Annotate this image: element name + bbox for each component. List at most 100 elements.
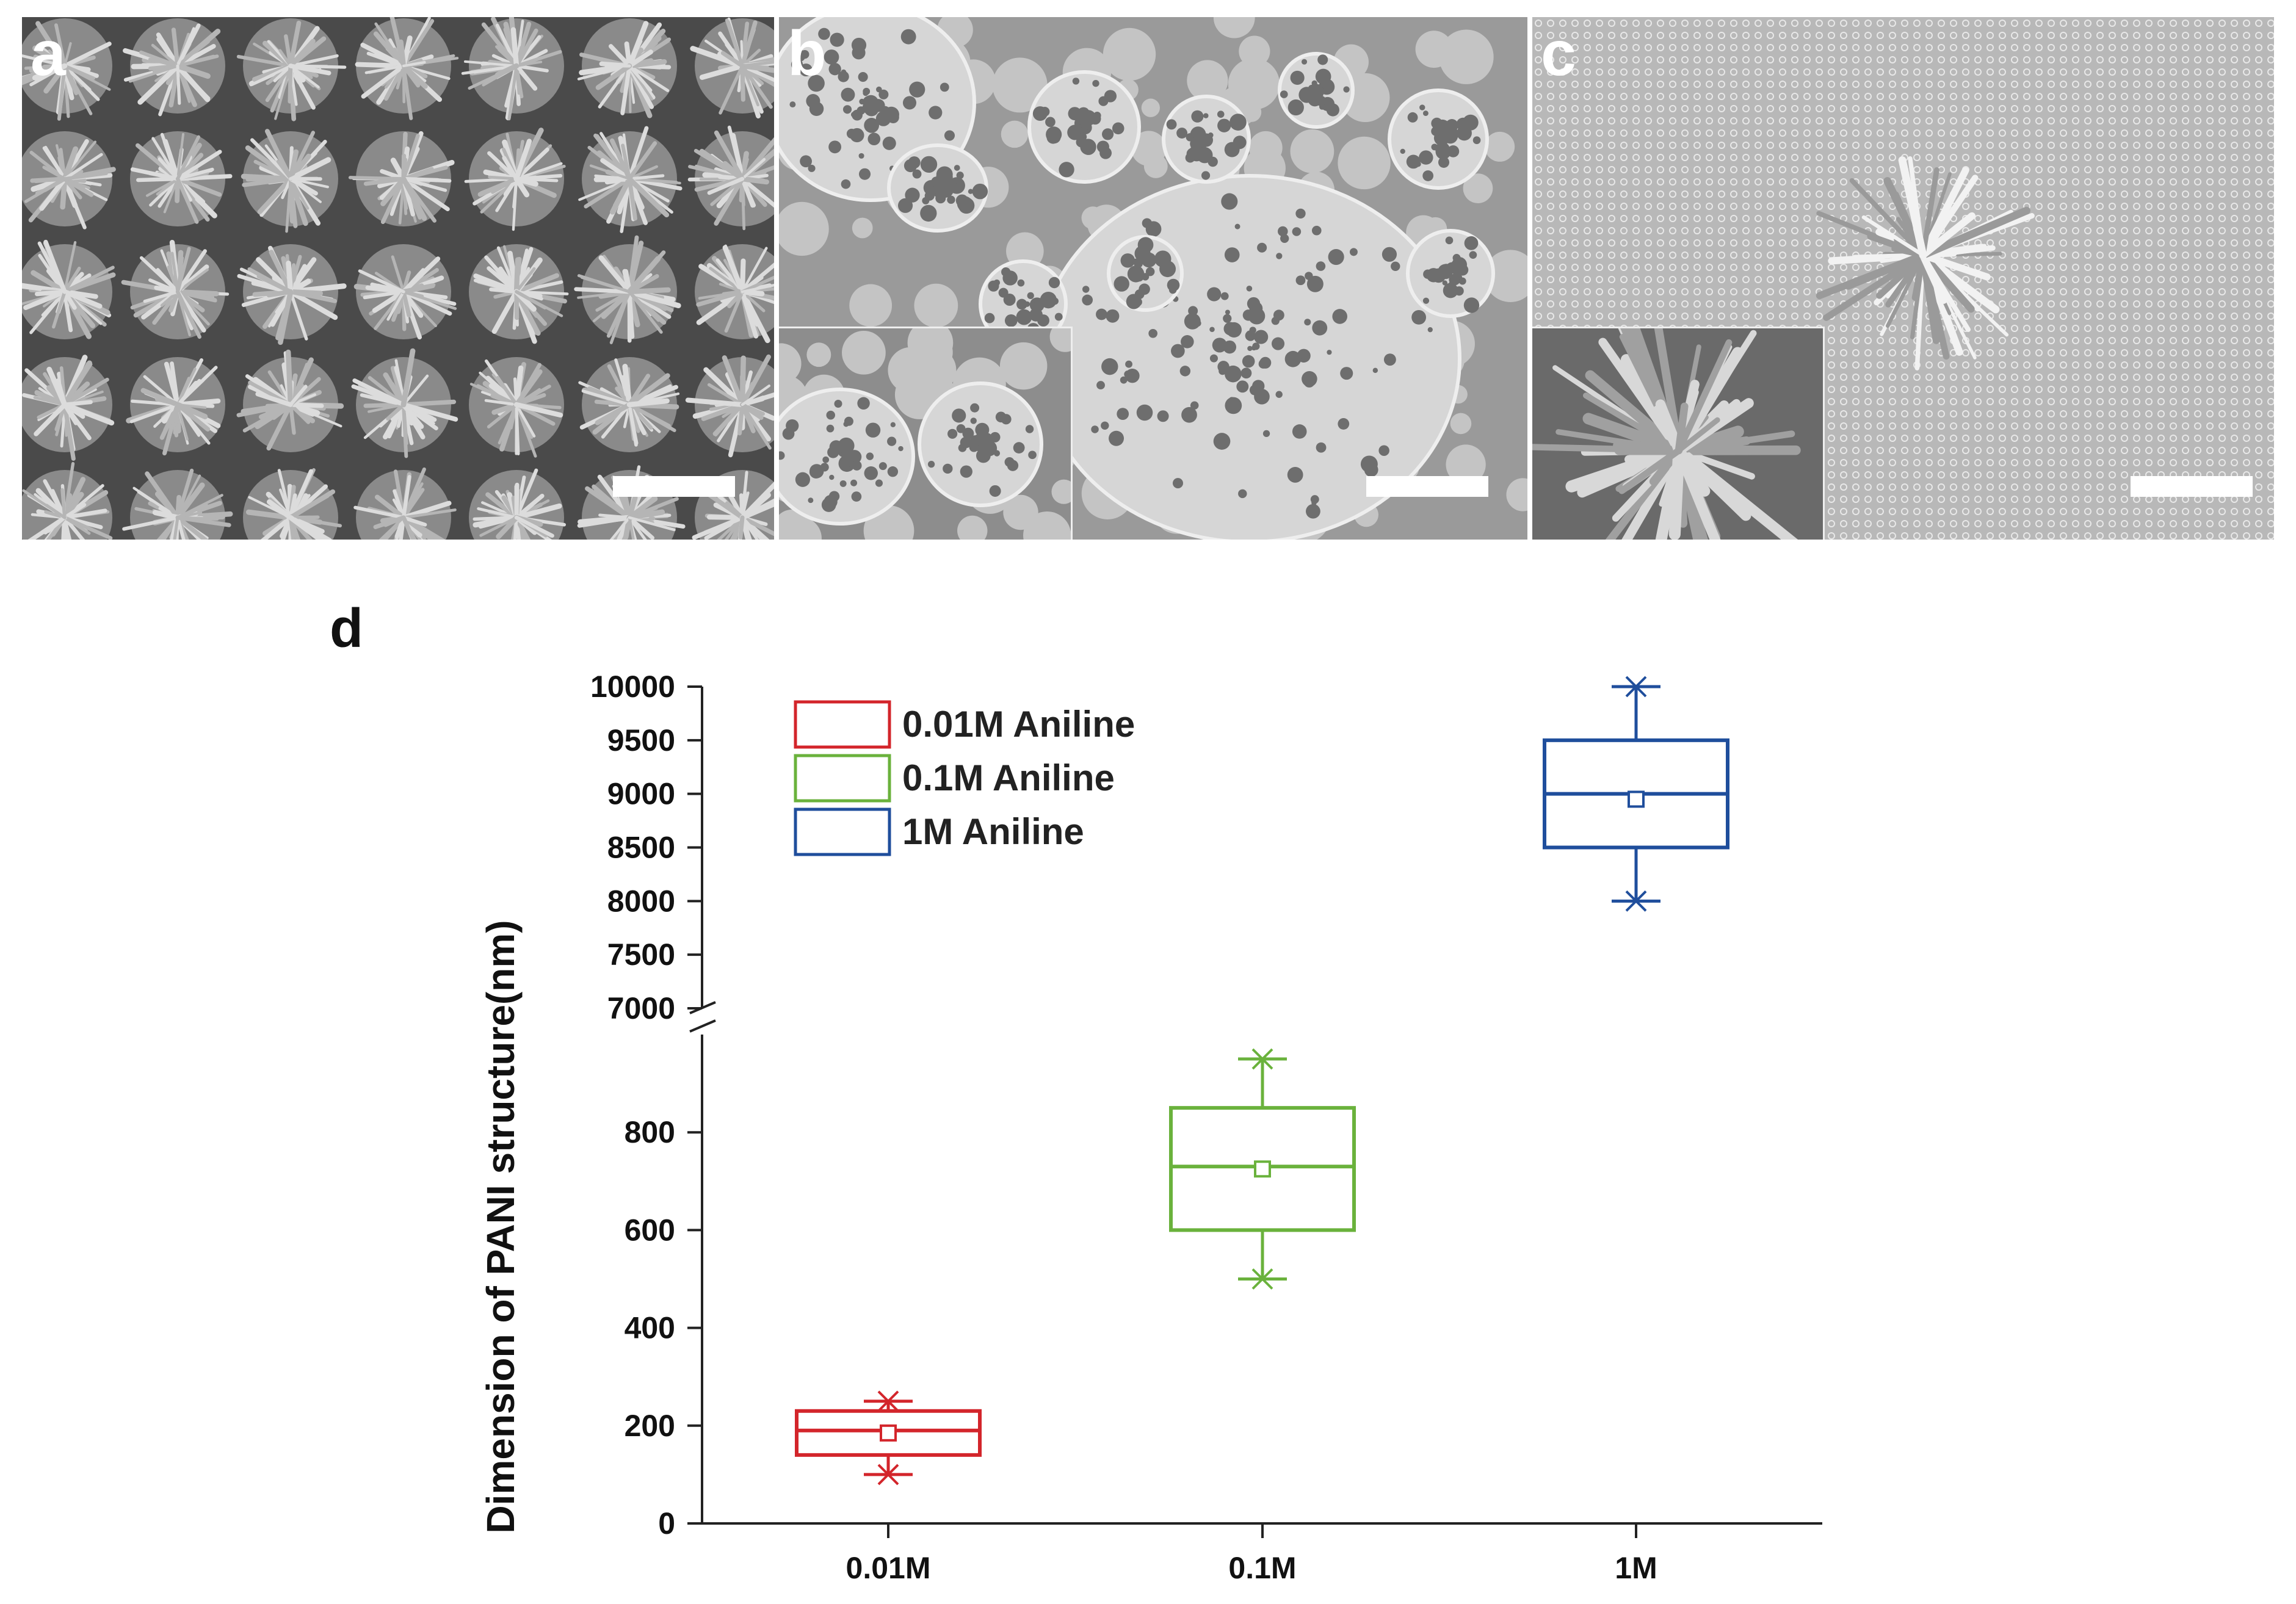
y-lower-tick-label: 400 [625,1311,675,1345]
sem-image-a [22,17,774,540]
aggregate-particle [1406,229,1495,318]
panel-label-a: a [31,18,66,89]
flower-cluster [687,125,774,231]
y-lower-tick-label: 200 [625,1409,675,1443]
flower-cluster [355,17,459,120]
sem-image-panel-c: c [1532,17,2274,540]
legend-label-2: 1M Aniline [902,811,1084,852]
flower-cluster [126,357,225,456]
legend-label-0: 0.01M Aniline [902,704,1135,745]
scale-bar-c [2131,476,2253,497]
y-upper-tick-label: 7500 [607,937,675,972]
flower-cluster [130,131,233,226]
aggregate-particle [1388,89,1489,190]
inset-image-b [779,327,1073,540]
large-flower [1816,156,2035,370]
box-chart: d 7000 7500 8000 8500 9000 9500 10000 0 200 400 6… [330,598,1822,1585]
chart-axes [689,687,1822,1525]
axis-break-marker [689,1001,716,1033]
aggregate-particle [1107,235,1184,312]
y-upper-tick-label: 8000 [607,884,675,918]
y-upper-tick-label: 10000 [590,670,675,704]
sem-image-panel-a: a [22,17,774,540]
aggregate-particle [1162,95,1251,184]
y-upper-tick-label: 7000 [607,991,675,1025]
flower-cluster [685,354,774,458]
x-tick-label: 0.1M [1228,1551,1296,1585]
mean-marker [1254,1160,1271,1178]
y-lower-tick-label: 600 [625,1213,675,1247]
y-upper-tick-label: 9500 [607,723,675,757]
aggregate-particle [1278,52,1355,129]
flower-cluster [578,126,683,233]
flower-cluster [22,131,116,229]
sem-image-panel-b: b [779,17,1527,540]
flower-cluster [574,235,681,344]
legend-swatch-1 [794,754,891,803]
y-lower-tick-label: 800 [625,1115,675,1149]
flower-cluster [353,467,457,540]
sem-image-b [779,17,1527,540]
flower-cluster [690,17,774,119]
flower-cluster [695,244,774,344]
legend-swatch-0 [794,700,891,749]
sem-image-c [1535,20,2274,540]
box-0.1M [1169,1048,1356,1290]
outlier-x-marker [1251,1268,1273,1290]
panel-label-c: c [1541,18,1576,89]
box-series [795,676,1729,1486]
outlier-x-marker [1625,676,1647,698]
flower-cluster [351,348,458,458]
x-tick-label: 0.01M [846,1551,931,1585]
flower-cluster [461,17,564,121]
mean-marker [1628,790,1645,808]
aggregate-particle [918,381,1043,507]
flower-cluster [469,357,564,458]
flower-cluster [243,468,342,540]
flower-cluster [22,355,115,461]
box-1M [1543,676,1729,912]
flower-cluster [692,470,774,540]
scale-bar-a [613,476,735,497]
flower-cluster [123,18,225,117]
y-ticks-lower: 0 200 400 600 800 [625,1115,702,1541]
flower-cluster [121,239,230,339]
flower-cluster [577,18,677,118]
outlier-x-marker [1251,1048,1273,1070]
flower-cluster [469,468,567,540]
y-upper-tick-label: 9000 [607,777,675,811]
y-ticks-upper: 7000 7500 8000 8500 9000 9500 10000 [590,670,702,1025]
mean-marker [880,1424,897,1442]
flower-cluster [22,461,113,540]
flower-cluster [464,128,566,231]
aggregate-particle [887,143,988,233]
inset-image-c [1532,327,1825,540]
flower-cluster [578,357,680,452]
flower-cluster [236,349,344,452]
flower-cluster [241,129,338,233]
y-lower-tick-label: 0 [658,1506,675,1541]
outlier-x-marker [877,1390,899,1412]
x-ticks: 0.01M 0.1M 1M [846,1523,1657,1585]
legend-swatch-2 [794,807,891,856]
flower-cluster [353,244,457,340]
panel-label-b: b [788,18,827,89]
flower-cluster [22,239,116,339]
panel-label-d: d [330,598,363,659]
iqr-box [1169,1106,1356,1232]
flower-cluster [236,18,347,121]
iqr-box [795,1409,982,1457]
scale-bar-b [1366,476,1488,497]
flower-cluster [237,244,347,345]
aggregate-particle [1027,70,1141,184]
y-axis-title: Dimension of PANI structure(nm) [479,920,523,1533]
outlier-x-marker [877,1464,899,1486]
outlier-x-marker [1625,890,1647,912]
flower-cluster [348,131,455,226]
chart-legend: 0.01M Aniline 0.1M Aniline 1M Aniline [794,700,1135,856]
y-upper-tick-label: 8500 [607,831,675,865]
box-0.01M [795,1390,982,1486]
aggregate-particle [979,259,1068,349]
flower-cluster [122,468,233,540]
aggregate-particle [779,388,915,526]
